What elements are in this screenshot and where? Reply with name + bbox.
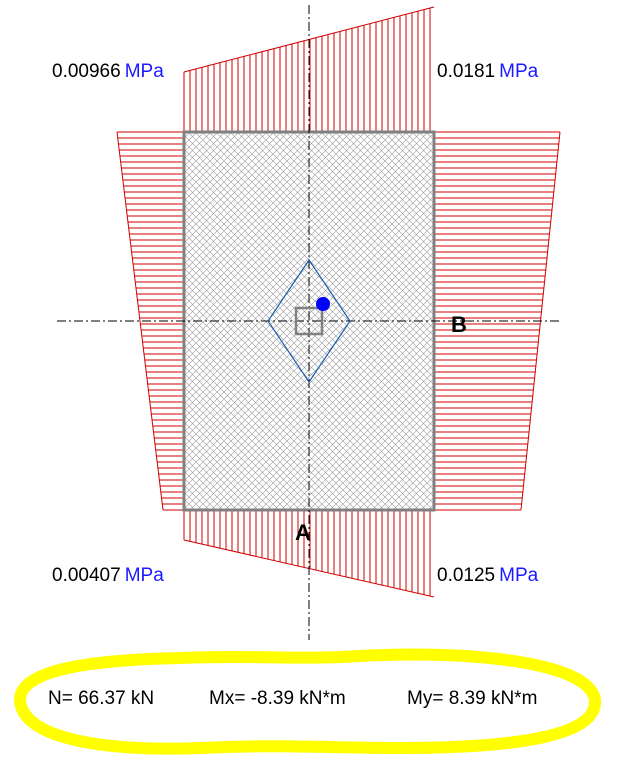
stress-label-top-right: 0.0181 MPa <box>437 61 538 83</box>
stress-value: 0.0181 <box>437 61 496 82</box>
stress-value: 0.00966 <box>52 61 121 82</box>
stress-value: 0.0125 <box>437 565 496 586</box>
stress-label-top-left: 0.00966 MPa <box>52 61 164 83</box>
stress-outline <box>116 131 164 511</box>
axis-label-a: A <box>295 520 311 545</box>
left-edge-stress-diagram <box>116 131 184 511</box>
stress-value: 0.00407 <box>52 565 121 586</box>
bottom-edge-stress-diagram <box>183 510 435 598</box>
stress-label-bottom-left: 0.00407 MPa <box>52 565 164 587</box>
moment-mx: Mx= -8.39 kN*m <box>209 688 346 709</box>
stress-unit: MPa <box>499 565 539 586</box>
column-outline <box>294 306 324 336</box>
stress-unit: MPa <box>124 61 164 82</box>
moment-my: My= 8.39 kN*m <box>407 688 538 709</box>
core-kern-diamond <box>267 258 351 384</box>
stress-unit: MPa <box>499 61 539 82</box>
top-edge-stress-diagram <box>183 6 435 132</box>
stress-label-bottom-right: 0.0125 MPa <box>437 565 538 587</box>
load-resultant-point <box>316 297 330 311</box>
highlight-ellipse <box>13 648 601 755</box>
axis-label-b: B <box>451 312 467 337</box>
right-edge-stress-diagram <box>434 131 561 511</box>
axial-force-n: N= 66.37 kN <box>48 688 155 709</box>
stress-unit: MPa <box>124 565 164 586</box>
